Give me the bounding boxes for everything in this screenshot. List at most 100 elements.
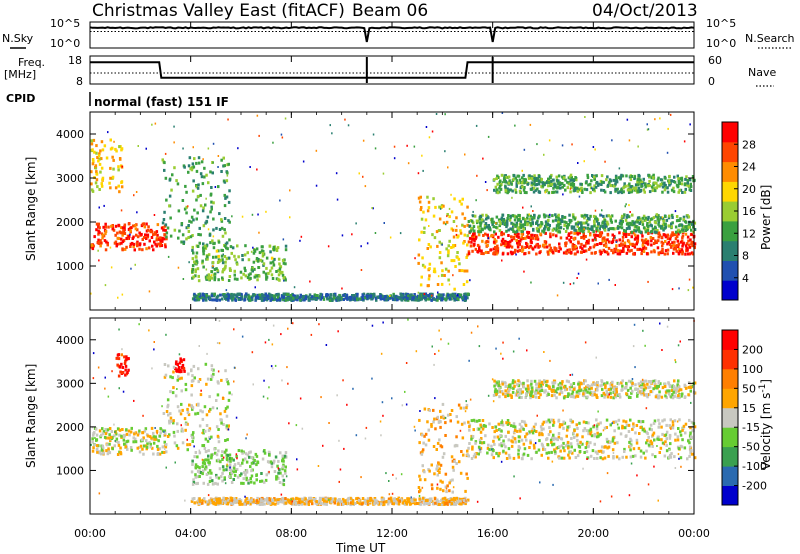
velocity-cell	[221, 458, 224, 461]
power-cell	[517, 228, 521, 232]
power-cell	[326, 297, 329, 301]
velocity-cell	[277, 476, 280, 480]
power-cell	[677, 228, 680, 232]
power-cell	[229, 269, 232, 272]
power-cell	[576, 189, 580, 193]
power-cell	[572, 189, 576, 193]
power-cell	[111, 227, 114, 231]
power-cell	[101, 176, 105, 180]
power-cell	[270, 294, 274, 298]
velocity-cell	[198, 424, 202, 428]
power-cell	[643, 239, 646, 243]
power-cell	[683, 190, 687, 194]
velocity-cell	[234, 469, 237, 473]
velocity-cell	[106, 428, 110, 432]
power-cell	[173, 166, 176, 170]
power-cell	[544, 242, 548, 246]
velocity-cell	[451, 465, 455, 469]
power-cell	[100, 166, 104, 170]
power-cell	[595, 217, 599, 221]
power-cell	[462, 283, 466, 286]
power-noise-cell	[487, 237, 490, 240]
power-cell	[223, 164, 226, 168]
velocity-cell	[207, 454, 210, 458]
power-cell	[636, 220, 640, 224]
power-cell	[525, 220, 528, 224]
power-cell	[466, 253, 469, 257]
power-cell	[507, 243, 510, 247]
power-cell	[408, 293, 412, 297]
power-cell	[240, 276, 243, 280]
velocity-cell	[186, 407, 189, 411]
power-cell	[212, 246, 216, 250]
power-cell	[187, 236, 190, 239]
velocity-cell	[228, 453, 232, 457]
power-noise-cell	[579, 189, 582, 192]
power-cell	[553, 247, 556, 251]
power-cell	[220, 226, 224, 230]
power-noise-cell	[501, 181, 504, 184]
power-noise-cell	[103, 204, 105, 207]
power-cell	[662, 228, 665, 232]
velocity-cell	[152, 441, 156, 445]
power-cell	[163, 233, 166, 237]
power-cell	[557, 249, 561, 253]
power-cell	[618, 243, 621, 247]
power-cell	[636, 178, 639, 182]
velocity-cell	[423, 470, 426, 474]
power-cell	[586, 217, 590, 220]
power-cell	[191, 264, 195, 268]
power-cell	[680, 182, 684, 186]
velocity-cell	[179, 357, 182, 361]
power-cell	[178, 229, 181, 233]
power-cell	[520, 230, 523, 234]
power-cell	[457, 257, 461, 261]
velocity-cell	[230, 481, 234, 484]
power-cell	[277, 273, 281, 277]
power-cell	[224, 244, 227, 248]
power-noise-cell	[514, 124, 516, 127]
velocity-cell	[430, 423, 433, 426]
velocity-cell	[125, 355, 128, 359]
power-cell	[191, 189, 195, 193]
velocity-cell	[117, 443, 121, 447]
velocity-cell	[283, 454, 287, 458]
velocity-cell	[542, 420, 546, 424]
power-noise-cell	[647, 128, 650, 131]
power-cell	[118, 157, 122, 160]
power-cell	[532, 182, 536, 186]
power-cell	[650, 230, 653, 233]
power-cell	[687, 184, 690, 188]
power-cell	[614, 187, 617, 191]
velocity-cell	[271, 499, 275, 502]
power-cell	[229, 296, 233, 300]
power-cell	[202, 224, 206, 228]
power-cell	[492, 225, 495, 229]
power-cell	[603, 226, 607, 229]
power-cell	[507, 181, 511, 185]
velocity-cell	[480, 437, 483, 440]
power-cell	[620, 243, 623, 247]
velocity-cell	[238, 474, 242, 477]
power-cell	[658, 184, 661, 188]
power-cell	[504, 242, 508, 246]
velocity-cell	[652, 431, 656, 435]
power-cell	[626, 188, 630, 192]
velocity-cell	[351, 499, 355, 503]
power-cell	[346, 297, 349, 301]
velocity-cell	[403, 502, 407, 506]
power-cell	[612, 184, 616, 188]
power-cell	[616, 187, 619, 191]
power-cell	[670, 222, 673, 226]
power-cell	[421, 263, 425, 267]
power-cell	[218, 212, 221, 216]
velocity-cell	[202, 459, 206, 463]
velocity-cell	[104, 432, 108, 436]
power-noise-cell	[530, 205, 532, 208]
velocity-cell	[682, 426, 685, 430]
power-cell	[416, 294, 420, 298]
power-cell	[117, 184, 120, 188]
velocity-cell	[152, 452, 155, 456]
power-cell	[476, 221, 479, 225]
